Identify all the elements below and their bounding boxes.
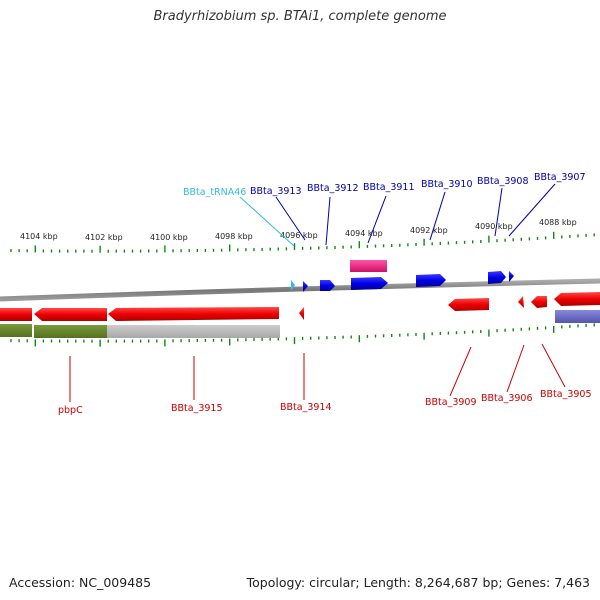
gene-bbta-trna46[interactable]: [291, 280, 295, 291]
gene-bbta-3905-b[interactable]: [554, 292, 600, 306]
gene-labels-top: BBta_tRNA46 BBta_3913 BBta_3912 BBta_391…: [183, 172, 586, 198]
gene-bbta-3913[interactable]: [303, 281, 308, 292]
region-bar-purple: [555, 310, 600, 323]
minus-strand-features: [0, 292, 600, 338]
scale-label: 4104 kbp: [20, 232, 58, 241]
gene-label[interactable]: BBta_3913: [250, 186, 302, 197]
scale-label: 4092 kbp: [410, 226, 448, 235]
gene-bbta-3911[interactable]: [351, 277, 388, 290]
gene-label[interactable]: BBta_3908: [477, 176, 529, 187]
gene-labels-bottom: pbpC BBta_3915 BBta_3914 BBta_3909 BBta_…: [58, 389, 592, 416]
gene-label[interactable]: BBta_3914: [280, 402, 332, 413]
genome-summary-text: Topology: circular; Length: 8,264,687 bp…: [246, 575, 590, 590]
scale-label: 4102 kbp: [85, 233, 123, 242]
region-bar-silver: [107, 325, 280, 338]
scale-label: 4098 kbp: [215, 232, 253, 241]
gene-bbta-3912[interactable]: [320, 280, 335, 291]
gene-label[interactable]: BBta_3906: [481, 393, 533, 404]
gene-pbpc[interactable]: [34, 308, 107, 321]
scale-ticks-top: [10, 231, 595, 253]
gene-bbta-3910[interactable]: [416, 274, 446, 287]
plus-strand-features: [291, 260, 514, 292]
leader-lines-top: [239, 183, 556, 247]
rna-feature-pink[interactable]: [350, 260, 387, 272]
region-bar-olive-left: [0, 324, 32, 337]
region-bar-olive: [34, 325, 107, 338]
gene-label[interactable]: BBta_3907: [534, 172, 586, 183]
scale-label: 4094 kbp: [345, 229, 383, 238]
gene-bbta-3909[interactable]: [448, 298, 489, 311]
gene-bbta-3907[interactable]: [509, 271, 514, 282]
gene-left-edge[interactable]: [0, 308, 32, 321]
gene-label[interactable]: BBta_3911: [363, 182, 415, 193]
scale-label: 4096 kbp: [280, 231, 318, 240]
scale-label: 4090 kbp: [475, 222, 513, 231]
gene-label[interactable]: BBta_3912: [307, 183, 359, 194]
scale-labels: 4104 kbp 4102 kbp 4100 kbp 4098 kbp 4096…: [20, 218, 577, 242]
scale-label: 4088 kbp: [539, 218, 577, 227]
scale-label: 4100 kbp: [150, 233, 188, 242]
gene-bbta-3908[interactable]: [488, 271, 506, 284]
gene-label[interactable]: BBta_3915: [171, 403, 223, 414]
gene-bbta-3905-a[interactable]: [531, 296, 547, 308]
gene-label[interactable]: BBta_3910: [421, 179, 473, 190]
gene-label[interactable]: pbpC: [58, 405, 83, 416]
gene-bbta-3906[interactable]: [518, 296, 524, 308]
gene-bbta-3914[interactable]: [299, 307, 304, 320]
gene-label[interactable]: BBta_3909: [425, 397, 477, 408]
map-title: Bradyrhizobium sp. BTAi1, complete genom…: [153, 9, 447, 24]
gene-label[interactable]: BBta_tRNA46: [183, 187, 246, 198]
accession-text: Accession: NC_009485: [9, 575, 152, 590]
genome-backbone: [0, 278, 600, 302]
scale-ticks-bottom: [10, 323, 595, 347]
leader-lines-bottom: [69, 343, 566, 402]
gene-bbta-3915[interactable]: [108, 307, 279, 321]
gene-label[interactable]: BBta_3905: [540, 389, 592, 400]
